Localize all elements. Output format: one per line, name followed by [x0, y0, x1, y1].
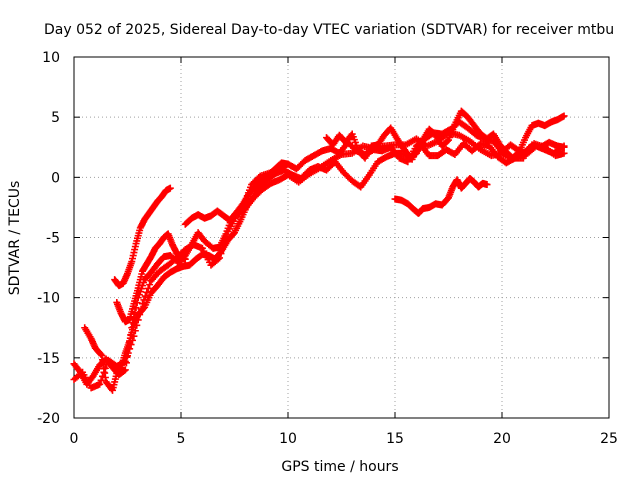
y-tick-label: 0 [51, 170, 60, 186]
grid [74, 57, 609, 418]
x-tick-label: 15 [386, 431, 404, 447]
tick-labels: 0 5 10 15 20 25 -20 -15 -10 -5 0 5 10 [37, 50, 618, 447]
x-tick-label: 0 [70, 431, 79, 447]
chart-title: Day 052 of 2025, Sidereal Day-to-day VTE… [44, 22, 614, 38]
y-tick-label: 5 [51, 110, 60, 126]
x-tick-label: 5 [177, 431, 186, 447]
series-track-1 [71, 118, 568, 387]
y-axis-label: SDTVAR / TECUs [7, 181, 23, 296]
y-tick-label: -15 [37, 351, 60, 367]
sdtvar-chart: Day 052 of 2025, Sidereal Day-to-day VTE… [0, 0, 640, 480]
x-axis-label: GPS time / hours [281, 459, 398, 475]
x-tick-label: 20 [493, 431, 511, 447]
x-tick-label: 10 [279, 431, 297, 447]
y-tick-label: 10 [42, 50, 60, 66]
y-tick-label: -20 [37, 411, 60, 427]
y-tick-label: -5 [46, 231, 60, 247]
y-tick-label: -10 [37, 291, 60, 307]
data-points [71, 108, 568, 394]
series-track-8 [392, 175, 491, 217]
x-tick-label: 25 [600, 431, 618, 447]
